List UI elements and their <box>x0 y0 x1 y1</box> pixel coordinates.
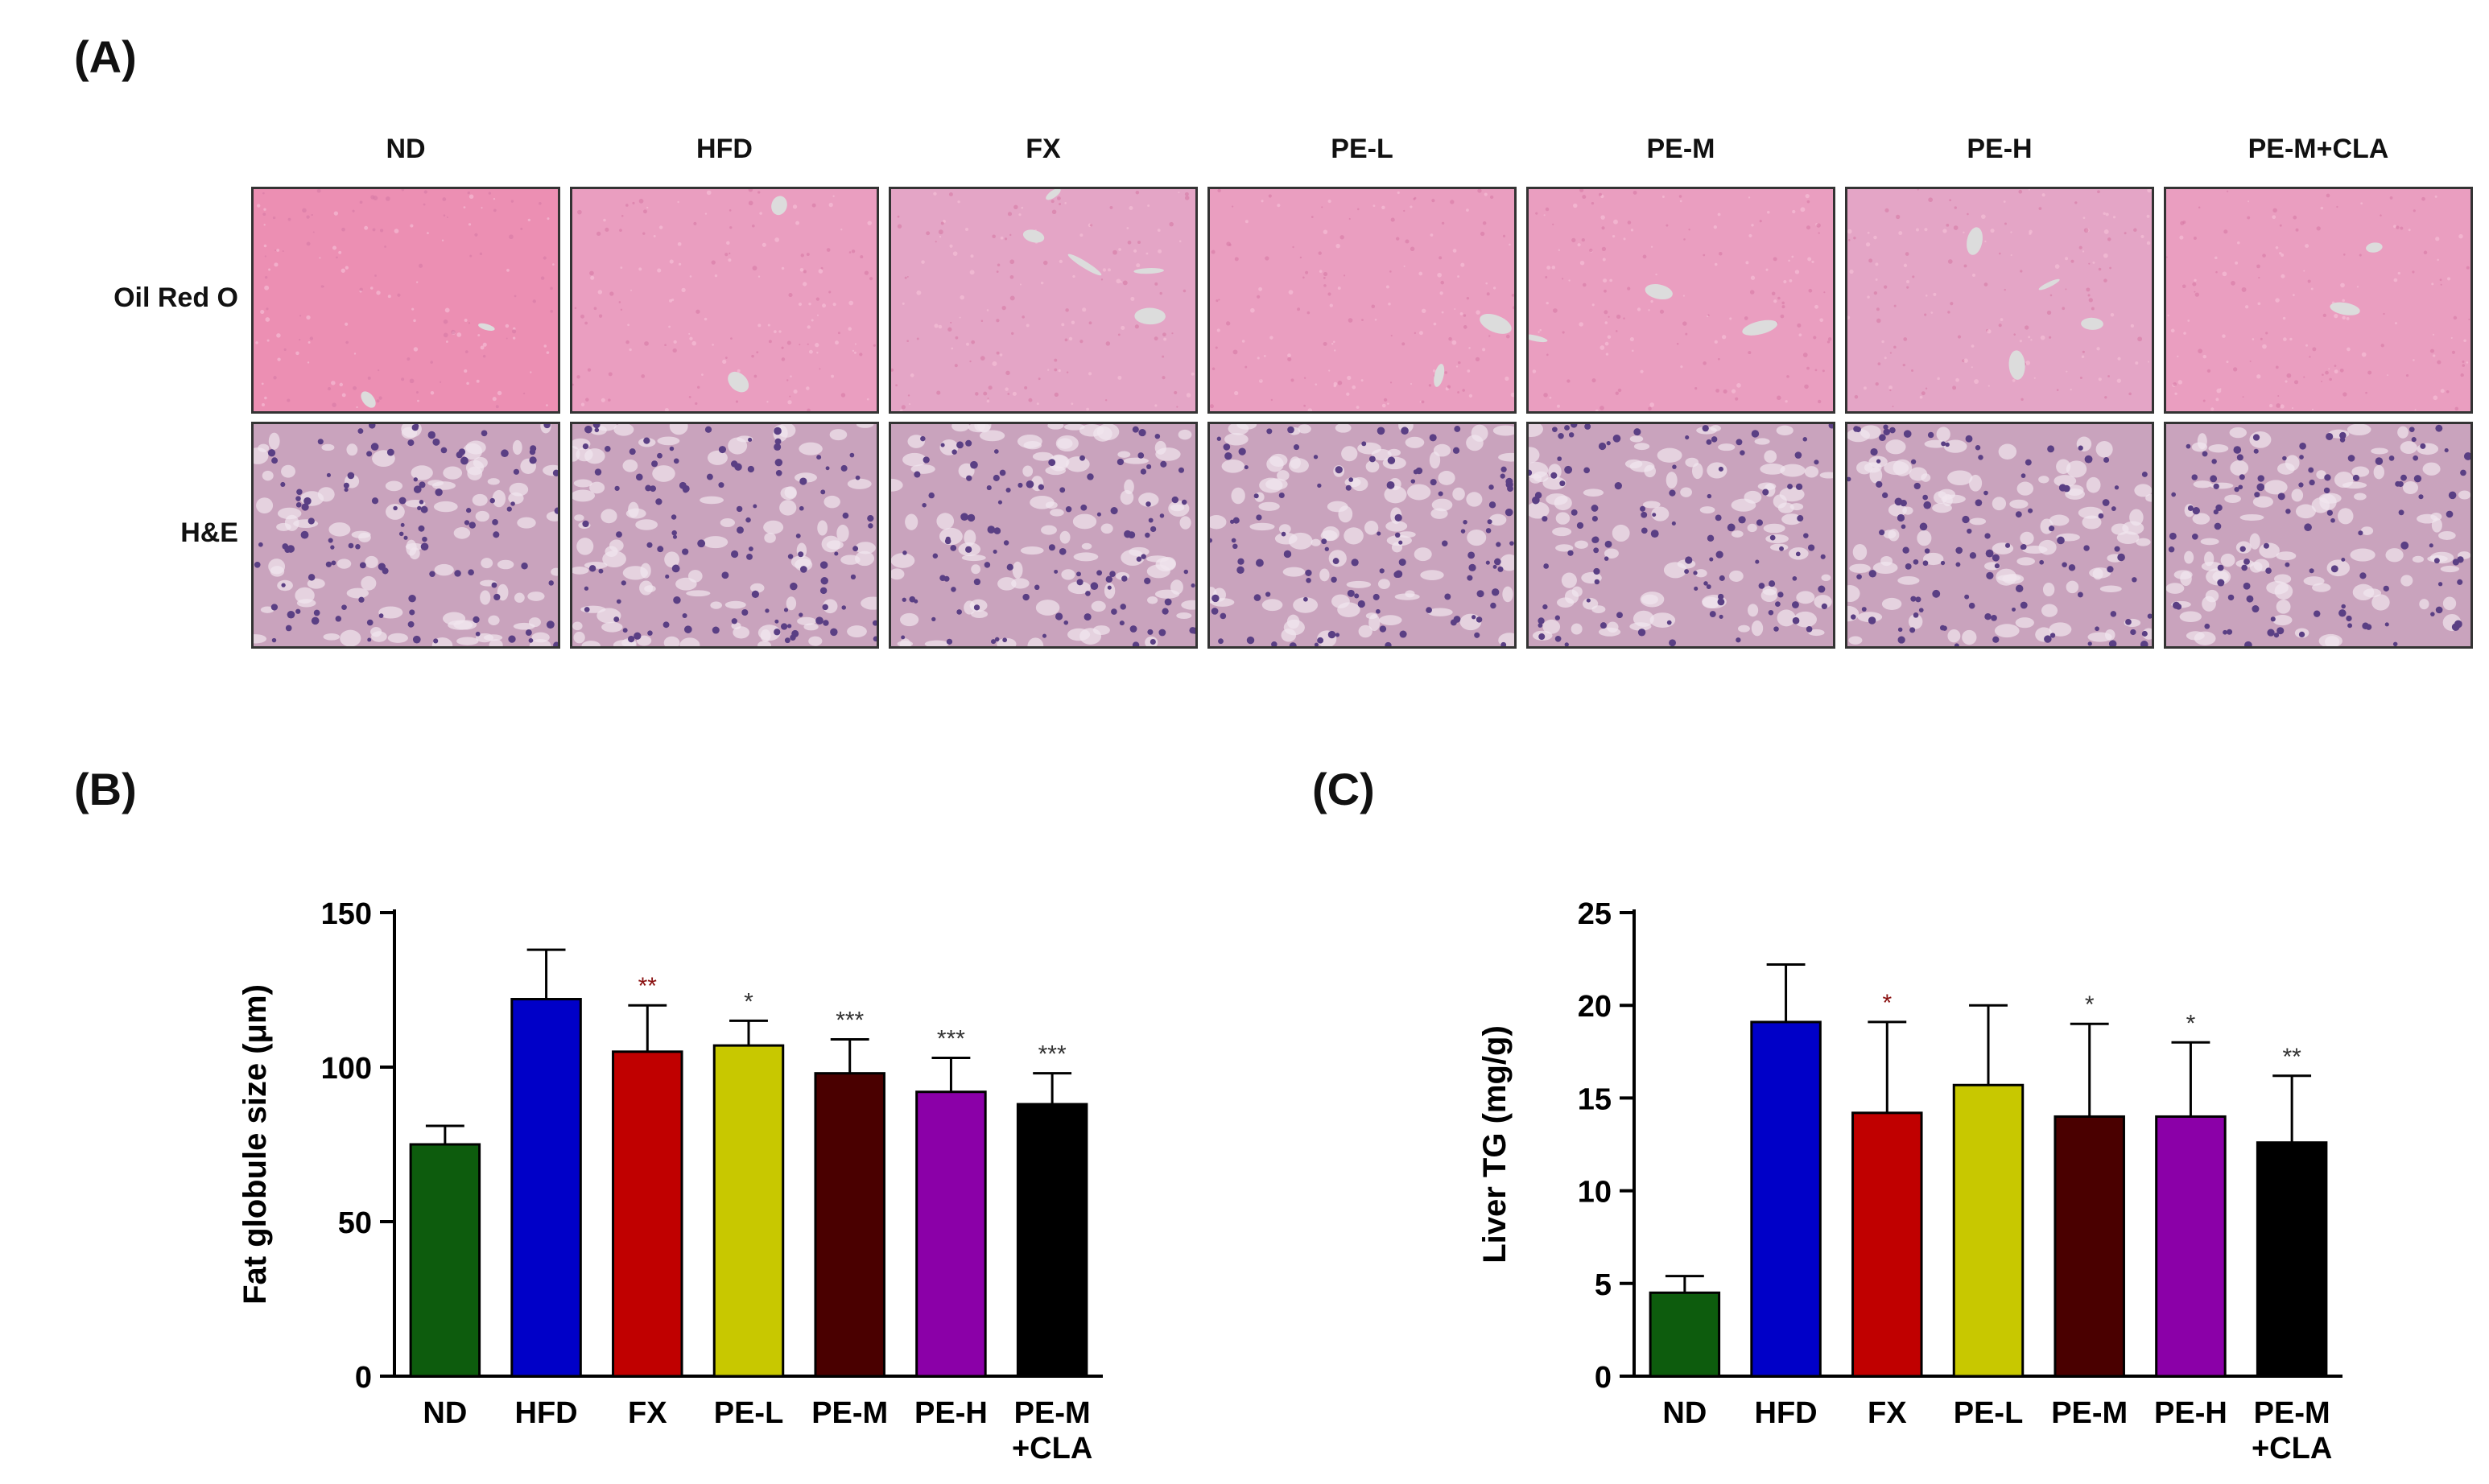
significance-marker: * <box>1882 990 1892 1016</box>
x-tick-label: ND <box>423 1396 467 1430</box>
he-stain-image <box>1526 422 1835 649</box>
column-label: HFD <box>696 134 753 164</box>
oil-red-o-image <box>1207 187 1517 414</box>
he-stain-image <box>570 422 879 649</box>
column-label: ND <box>386 134 426 164</box>
significance-marker: *** <box>1038 1041 1067 1068</box>
bar <box>1649 1291 1721 1378</box>
liver-tg-chart: 0 5 10 15 20 25 Liver TG (mg/g) ND HFD * FX PE-L * PE… <box>1477 897 2342 1465</box>
fat-globule-chart: 0 50 100 150 Fat globule size (μm) ND HFD ** FX *… <box>237 897 1103 1465</box>
he-stain-image <box>1207 422 1517 649</box>
bar <box>510 998 582 1378</box>
bar <box>712 1044 785 1378</box>
x-tick-label: PE-M <box>2051 1396 2128 1430</box>
x-tick-label: PE-L <box>1954 1396 2024 1430</box>
y-axis-label: Liver TG (mg/g) <box>1477 1025 1513 1263</box>
he-stain-image <box>251 422 560 649</box>
panel-label-c: (C) <box>1312 764 1375 814</box>
bar <box>2155 1115 2227 1378</box>
significance-marker: * <box>2085 991 2095 1018</box>
he-stain-image <box>1845 422 2154 649</box>
column-label: PE-L <box>1331 134 1393 164</box>
panel-label-b: (B) <box>74 764 137 814</box>
oil-red-o-image <box>889 187 1198 414</box>
bar <box>1952 1083 2025 1378</box>
oil-red-o-image <box>1845 187 2154 414</box>
oil-red-o-image <box>570 187 879 414</box>
bar <box>409 1143 481 1378</box>
x-tick-label: PE-L <box>714 1396 784 1430</box>
y-tick-label: 25 <box>1578 897 1612 931</box>
x-tick-label: FX <box>1868 1396 1907 1430</box>
y-tick-label: 5 <box>1595 1268 1612 1302</box>
x-tick-label: +CLA <box>1012 1432 1092 1465</box>
oil-red-o-image <box>2164 187 2473 414</box>
significance-marker: *** <box>937 1025 965 1052</box>
oil-red-o-image <box>1526 187 1835 414</box>
significance-marker: *** <box>836 1007 864 1033</box>
column-label: PE-H <box>1967 134 2033 164</box>
bar <box>1016 1103 1088 1378</box>
significance-marker: * <box>2186 1010 2196 1037</box>
x-tick-label: PE-M <box>1014 1396 1091 1430</box>
y-tick-label: 10 <box>1578 1176 1612 1210</box>
bar <box>1750 1020 1822 1378</box>
y-tick-label: 0 <box>355 1361 372 1395</box>
y-tick-label: 50 <box>338 1206 372 1240</box>
y-tick-label: 20 <box>1578 990 1612 1024</box>
panel-label-a: (A) <box>74 31 137 82</box>
x-tick-label: PE-H <box>2154 1396 2227 1430</box>
bar <box>2256 1141 2328 1378</box>
x-tick-label: FX <box>628 1396 667 1430</box>
x-tick-label: HFD <box>515 1396 578 1430</box>
y-tick-label: 100 <box>321 1052 372 1086</box>
row-label: Oil Red O <box>114 282 238 313</box>
x-tick-label: +CLA <box>2252 1432 2332 1465</box>
row-label: H&E <box>180 517 238 548</box>
column-label: PE-M+CLA <box>2248 134 2389 164</box>
x-tick-label: PE-H <box>914 1396 988 1430</box>
bar <box>915 1090 987 1378</box>
x-tick-label: PE-M <box>811 1396 888 1430</box>
y-tick-label: 0 <box>1595 1361 1612 1395</box>
x-tick-label: HFD <box>1755 1396 1818 1430</box>
column-label: PE-M <box>1646 134 1715 164</box>
column-label: FX <box>1026 134 1061 164</box>
significance-marker: * <box>744 988 753 1015</box>
he-stain-image <box>2164 422 2473 649</box>
bar <box>612 1050 683 1378</box>
significance-marker: ** <box>2282 1044 2301 1070</box>
significance-marker: ** <box>638 973 658 1000</box>
y-tick-label: 15 <box>1578 1082 1612 1116</box>
bar <box>1851 1111 1923 1378</box>
x-tick-label: PE-M <box>2254 1396 2330 1430</box>
bar <box>2054 1115 2125 1378</box>
y-axis-label: Fat globule size (μm) <box>237 984 273 1305</box>
y-tick-label: 150 <box>321 897 372 931</box>
oil-red-o-image <box>251 187 560 414</box>
bar <box>814 1072 885 1378</box>
x-tick-label: ND <box>1662 1396 1707 1430</box>
he-stain-image <box>889 422 1198 649</box>
